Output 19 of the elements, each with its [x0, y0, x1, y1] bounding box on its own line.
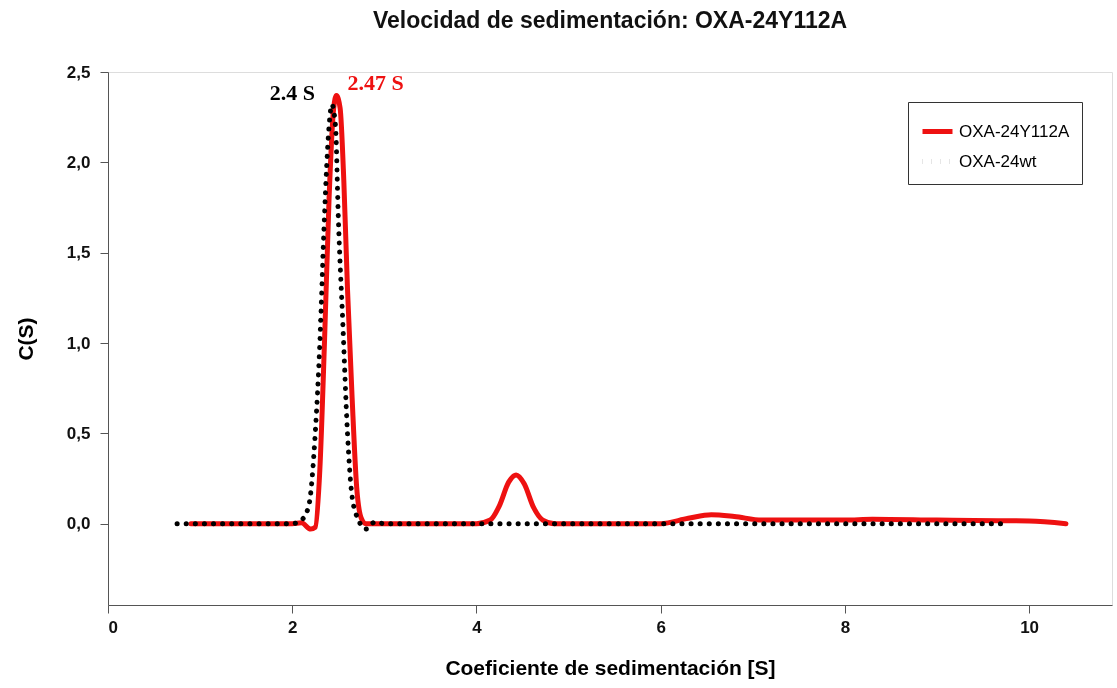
x-axis-title: Coeficiente de sedimentación [S]	[445, 655, 776, 679]
x-tick-label: 10	[1020, 617, 1040, 637]
x-tick-label: 4	[472, 617, 483, 637]
x-tick-label: 6	[656, 617, 666, 637]
legend-label: OXA-24Y112A	[959, 121, 1070, 141]
x-tick-label: 2	[287, 617, 298, 637]
y-tick-label: 1,0	[66, 333, 91, 353]
x-tick-label: 0	[108, 617, 118, 637]
chart-title: Velocidad de sedimentación: OXA-24Y112A	[372, 7, 848, 33]
y-tick-label: 1,5	[66, 243, 91, 263]
y-tick-label: 2,5	[66, 62, 91, 82]
x-tick-label: 8	[840, 617, 851, 637]
y-tick-label: 0,5	[66, 423, 91, 443]
y-tick-label: 2,0	[66, 152, 91, 172]
annotation: 2.47 S	[347, 70, 404, 96]
y-axis-title: C(S)	[13, 317, 37, 361]
y-tick-label: 0,0	[66, 514, 91, 534]
annotation: 2.4 S	[269, 79, 316, 105]
legend-label: OXA-24wt	[959, 151, 1037, 171]
